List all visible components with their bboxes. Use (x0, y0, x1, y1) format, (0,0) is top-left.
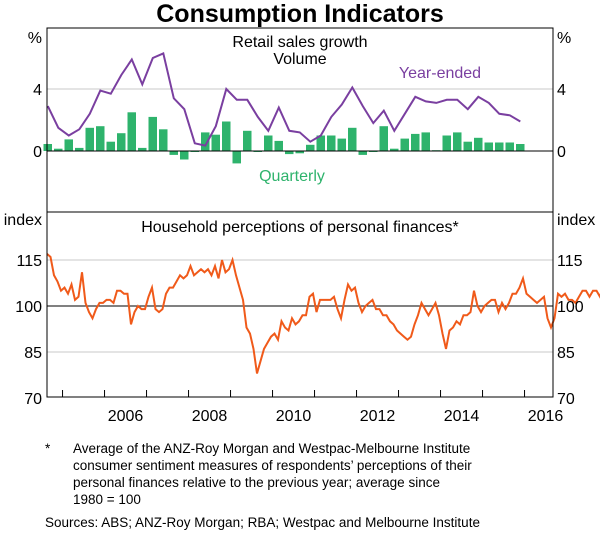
footnote-line: 1980 = 100 (73, 491, 472, 508)
quarterly-bar (474, 138, 483, 151)
panel-subtitle-volume: Volume (273, 51, 326, 68)
top-panel: Retail sales growth Volume Year-ended Qu… (28, 30, 571, 185)
quarterly-bar (212, 135, 221, 151)
quarterly-bar (443, 136, 452, 152)
legend-year-ended: Year-ended (399, 65, 481, 82)
quarterly-bar (485, 143, 494, 152)
y-tick-label-left: 70 (24, 391, 42, 408)
y-tick-label-left: 0 (33, 144, 42, 161)
footnote-line: personal finances relative to the previo… (73, 474, 472, 491)
quarterly-bar (86, 128, 95, 151)
quarterly-bar (180, 151, 189, 160)
y-unit-left-bottom: index (4, 212, 42, 229)
bottom-y-ticks: 70 70 85 85 100 100 115 115 (15, 253, 584, 408)
legend-quarterly: Quarterly (259, 168, 325, 185)
quarterly-bar (516, 144, 525, 151)
x-tick-label: 2010 (276, 408, 312, 425)
y-tick-label-right: 0 (557, 144, 566, 161)
x-tick-label: 2014 (444, 408, 480, 425)
y-tick-label-left: 115 (16, 253, 42, 270)
footnote-line: Average of the ANZ-Roy Morgan and Westpa… (73, 440, 472, 457)
x-tick-label: 2006 (108, 408, 144, 425)
y-tick-label-right: 100 (557, 299, 584, 316)
quarterly-bar (380, 126, 389, 151)
quarterly-bar (65, 139, 74, 151)
x-tick-label: 2016 (528, 408, 564, 425)
quarterly-bar (495, 143, 504, 152)
quarterly-bar (117, 133, 126, 151)
x-tick-label: 2008 (192, 408, 228, 425)
y-tick-label-left: 85 (24, 345, 42, 362)
quarterly-bar (453, 132, 462, 151)
y-tick-label-right: 115 (557, 253, 583, 270)
chart-title: Consumption Indicators (156, 0, 444, 28)
quarterly-bar (128, 112, 137, 151)
quarterly-bar (170, 151, 179, 155)
panel-title-retail: Retail sales growth (232, 34, 367, 51)
y-tick-label-left: 4 (33, 82, 42, 99)
quarterly-bar (506, 143, 515, 152)
footnote: * Average of the ANZ-Roy Morgan and West… (45, 440, 585, 508)
quarterly-bar (159, 129, 168, 151)
footnote-text: Average of the ANZ-Roy Morgan and Westpa… (73, 440, 472, 508)
y-tick-label-right: 4 (557, 82, 566, 99)
quarterly-bar (411, 134, 420, 151)
sources: Sources: ABS; ANZ-Roy Morgan; RBA; Westp… (45, 514, 585, 531)
quarterly-bar (422, 132, 431, 151)
quarterly-bar (233, 151, 242, 163)
quarterly-bar (327, 136, 336, 152)
quarterly-bar (275, 141, 284, 151)
quarterly-bar (149, 117, 158, 151)
household-finances-line (47, 254, 600, 374)
quarterly-bar (338, 139, 347, 151)
x-tick-label: 2012 (360, 408, 396, 425)
notes: * Average of the ANZ-Roy Morgan and West… (45, 440, 585, 531)
quarterly-bar (464, 142, 473, 151)
y-tick-label-left: 100 (15, 299, 42, 316)
quarterly-bar (306, 145, 315, 151)
bottom-panel: Household perceptions of personal financ… (4, 212, 600, 425)
quarterly-bar (107, 142, 116, 151)
quarterly-bar (264, 136, 273, 152)
x-ticks (63, 390, 525, 397)
quarterly-bar (348, 128, 357, 151)
quarterly-bar (243, 131, 252, 151)
panel-title-household: Household perceptions of personal financ… (141, 219, 459, 236)
quarterly-bar (401, 139, 410, 151)
y-unit-left-top: % (28, 30, 42, 47)
quarterly-bar (222, 122, 231, 152)
x-tick-labels: 2006 2008 2010 2012 2014 2016 (108, 408, 564, 425)
quarterly-bar (359, 151, 368, 155)
y-tick-label-right: 85 (557, 345, 575, 362)
y-unit-right-bottom: index (557, 212, 595, 229)
y-tick-label-right: 70 (557, 391, 575, 408)
quarterly-bar (96, 126, 105, 151)
footnote-line: consumer sentiment measures of responden… (73, 457, 472, 474)
footnote-marker: * (45, 440, 73, 508)
quarterly-bar (44, 144, 53, 151)
y-unit-right-top: % (557, 30, 571, 47)
